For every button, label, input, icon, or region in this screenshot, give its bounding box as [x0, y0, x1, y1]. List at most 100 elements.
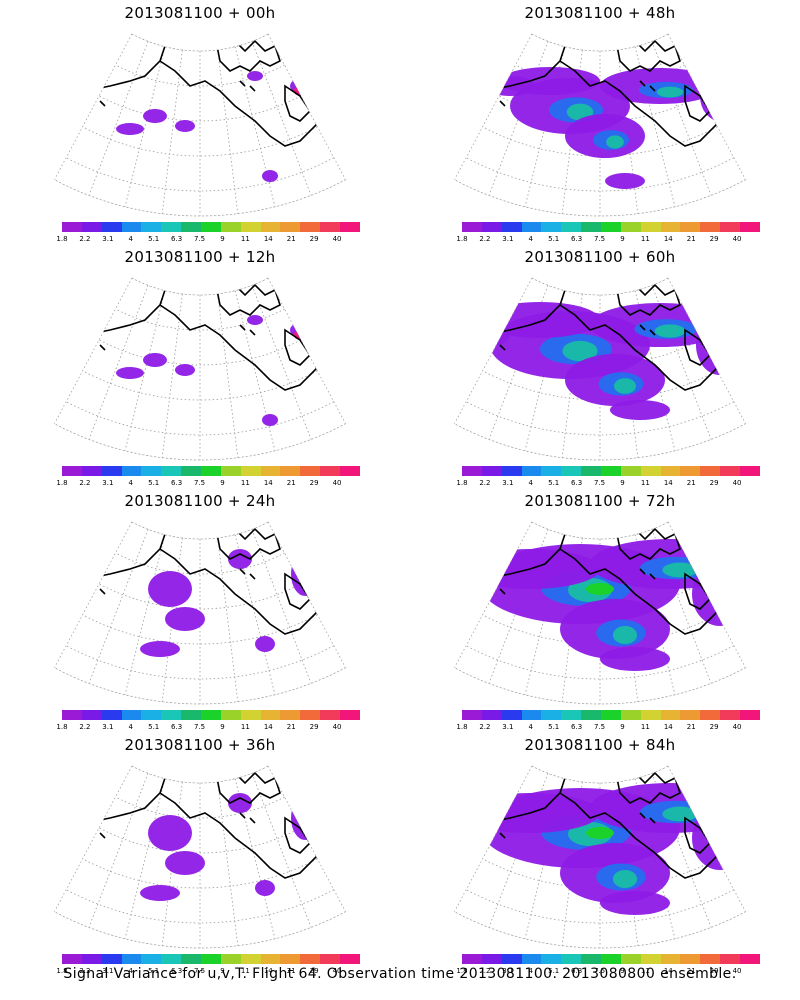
colorbar-swatch — [521, 222, 542, 232]
colorbar-label: 3.1 — [102, 723, 114, 731]
colorbar-swatch — [201, 466, 221, 476]
colorbar — [62, 954, 360, 964]
colorbar-label: 4 — [128, 235, 133, 243]
colorbar-swatch — [581, 222, 602, 232]
colorbar-label: 7.5 — [593, 479, 606, 487]
colorbar-swatch — [620, 954, 641, 964]
colorbar-swatch — [62, 466, 82, 476]
colorbar-label: 11 — [640, 967, 650, 975]
colorbar-swatch — [462, 710, 482, 720]
colorbar-swatch — [201, 710, 221, 720]
colorbar-swatch — [501, 466, 522, 476]
colorbar-label: 4 — [528, 235, 533, 243]
colorbar-label: 2.2 — [479, 967, 491, 975]
colorbar-label: 40 — [332, 967, 342, 975]
colorbar-swatch — [220, 466, 241, 476]
colorbar-swatch — [601, 466, 621, 476]
colorbar-labels: 1.8 2.2 3.1 4 5.1 6.3 7.5 9 11 14 21 29 40 — [456, 235, 760, 245]
colorbar-swatch — [660, 466, 681, 476]
panel-title: 2013081100 + 48h — [524, 4, 676, 22]
colorbar-swatch — [680, 954, 701, 964]
colorbar-swatch — [101, 710, 122, 720]
colorbar-swatch — [521, 954, 542, 964]
colorbar-swatch — [541, 954, 562, 964]
colorbar-swatch — [481, 710, 502, 720]
colorbar-swatch — [581, 466, 602, 476]
colorbar-swatch — [260, 954, 281, 964]
colorbar-swatch — [161, 710, 182, 720]
panel-title: 2013081100 + 24h — [124, 492, 276, 510]
colorbar-label: 1.8 — [56, 967, 68, 975]
colorbar — [462, 222, 760, 232]
colorbar-swatch — [640, 710, 661, 720]
colorbar-label: 21 — [286, 479, 296, 487]
colorbar-swatch — [320, 710, 341, 720]
colorbar-swatch — [680, 466, 701, 476]
colorbar-label: 7.5 — [593, 967, 606, 975]
colorbar-swatch — [240, 954, 261, 964]
colorbar-label: 6.3 — [571, 723, 583, 731]
colorbar-swatch — [462, 466, 482, 476]
colorbar-label: 6.3 — [171, 967, 183, 975]
colorbar-swatch — [101, 222, 122, 232]
graticule — [54, 33, 346, 217]
colorbar-swatch — [660, 710, 681, 720]
colorbar-label: 40 — [332, 479, 342, 487]
colorbar-label: 40 — [732, 235, 742, 243]
colorbar-swatch — [521, 466, 542, 476]
colorbar-swatch — [581, 954, 602, 964]
colorbar-label: 7.5 — [193, 235, 206, 243]
colorbar-label: 9 — [220, 235, 225, 243]
colorbar-swatch — [601, 954, 621, 964]
colorbar-label: 6.3 — [171, 235, 183, 243]
colorbar-swatch — [740, 710, 760, 720]
colorbar-swatch — [700, 954, 721, 964]
colorbar-swatch — [81, 710, 102, 720]
colorbar-swatch — [720, 710, 741, 720]
colorbar-label: 29 — [309, 235, 319, 243]
colorbar-swatch — [181, 466, 202, 476]
colorbar-label: 3.1 — [102, 479, 114, 487]
colorbar-swatch — [81, 466, 102, 476]
colorbar-label: 14 — [263, 235, 273, 243]
colorbar-label: 29 — [709, 235, 719, 243]
variance-field — [54, 315, 310, 426]
colorbar-swatch — [260, 710, 281, 720]
panel-title: 2013081100 + 36h — [124, 736, 276, 754]
colorbar-swatch — [320, 466, 341, 476]
colorbar-swatch — [201, 222, 221, 232]
colorbar-label: 14 — [663, 723, 673, 731]
colorbar-swatch — [660, 222, 681, 232]
polar-map — [454, 277, 746, 461]
colorbar-swatch — [220, 954, 241, 964]
figure-caption: Signal Variance for u,v,T. Flight 64. Ob… — [63, 966, 737, 982]
colorbar-swatch — [481, 222, 502, 232]
colorbar-swatch — [700, 466, 721, 476]
coastline — [54, 278, 346, 396]
colorbar-label: 11 — [640, 235, 650, 243]
colorbar-swatch — [320, 954, 341, 964]
colorbar-swatch — [81, 222, 102, 232]
colorbar-label: 3.1 — [502, 479, 514, 487]
colorbar-label: 14 — [663, 479, 673, 487]
colorbar-swatch — [181, 710, 202, 720]
colorbar-swatch — [601, 710, 621, 720]
variance-field — [460, 302, 744, 420]
colorbar-swatch — [680, 710, 701, 720]
colorbar-swatch — [161, 954, 182, 964]
colorbar-swatch — [640, 222, 661, 232]
colorbar-label: 5.1 — [548, 235, 560, 243]
polar-map — [454, 765, 746, 949]
colorbar-label: 2.2 — [79, 235, 91, 243]
colorbar-swatch — [181, 954, 202, 964]
colorbar-label: 1.8 — [456, 967, 468, 975]
colorbar-swatch — [740, 222, 760, 232]
colorbar-label: 21 — [686, 967, 696, 975]
colorbar-swatch — [62, 222, 82, 232]
colorbar-labels: 1.8 2.2 3.1 4 5.1 6.3 7.5 9 11 14 21 29 40 — [56, 479, 360, 489]
colorbar-swatch — [640, 466, 661, 476]
colorbar-swatch — [700, 710, 721, 720]
map-panel: 2013081100 + 48h 1.8 2.2 3.1 4 5.1 6.3 7.5 9 11 14… — [400, 0, 800, 244]
colorbar-swatch — [280, 954, 301, 964]
colorbar-swatch — [300, 954, 321, 964]
